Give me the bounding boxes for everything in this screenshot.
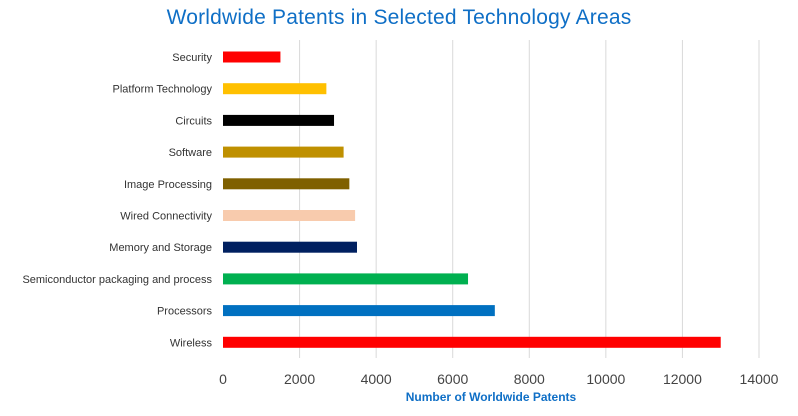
category-label: Circuits [175, 115, 212, 127]
x-tick-label: 4000 [361, 371, 392, 387]
category-label: Software [169, 147, 212, 159]
bar-circuits [223, 114, 335, 126]
bar-processors [223, 305, 495, 317]
category-label: Platform Technology [113, 84, 213, 96]
bar-platform-technology [223, 83, 327, 95]
category-label: Security [172, 52, 212, 64]
bar-semiconductor-packaging-and-process [223, 273, 469, 285]
bar-security [223, 51, 281, 63]
x-tick-label: 8000 [514, 371, 545, 387]
x-tick-label: 6000 [437, 371, 468, 387]
x-tick-label: 10000 [586, 371, 625, 387]
bar-wired-connectivity [223, 210, 356, 221]
chart-title: Worldwide Patents in Selected Technology… [166, 6, 632, 29]
category-label: Wireless [170, 337, 213, 349]
category-label: Processors [157, 306, 213, 318]
bar-wireless [223, 336, 721, 348]
x-axis-label: Number of Worldwide Patents [405, 390, 577, 404]
bar-software [223, 146, 344, 158]
category-label: Semiconductor packaging and process [22, 274, 212, 286]
bar-image-processing [223, 178, 350, 190]
category-label: Memory and Storage [109, 242, 212, 254]
bar-memory-and-storage [223, 241, 357, 253]
x-tick-label: 14000 [740, 371, 779, 387]
x-tick-label: 0 [219, 371, 227, 387]
category-label: Wired Connectivity [120, 211, 212, 223]
category-label: Image Processing [124, 179, 212, 191]
x-tick-label: 2000 [284, 371, 315, 387]
x-tick-label: 12000 [663, 371, 702, 387]
